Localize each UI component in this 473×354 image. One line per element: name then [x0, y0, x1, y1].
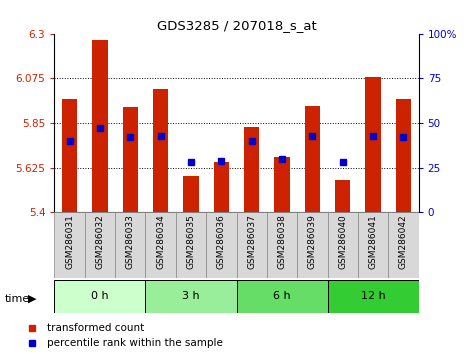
- Bar: [305, 106, 320, 212]
- Bar: [267, 212, 297, 278]
- Bar: [153, 89, 168, 212]
- Text: GSM286042: GSM286042: [399, 215, 408, 269]
- Bar: [396, 99, 411, 212]
- Text: GSM286041: GSM286041: [368, 215, 377, 269]
- Bar: [176, 212, 206, 278]
- Text: GSM286034: GSM286034: [156, 215, 165, 269]
- Bar: [388, 212, 419, 278]
- Bar: [327, 280, 419, 313]
- Text: GSM286033: GSM286033: [126, 215, 135, 269]
- Bar: [184, 176, 199, 212]
- Bar: [327, 212, 358, 278]
- Bar: [206, 212, 236, 278]
- Bar: [123, 107, 138, 212]
- Text: 0 h: 0 h: [91, 291, 109, 302]
- Bar: [54, 280, 146, 313]
- Bar: [92, 40, 107, 212]
- Bar: [297, 212, 327, 278]
- Text: 12 h: 12 h: [361, 291, 385, 302]
- Text: 3 h: 3 h: [182, 291, 200, 302]
- Bar: [366, 77, 381, 212]
- Text: ▶: ▶: [28, 294, 36, 304]
- Text: transformed count: transformed count: [47, 322, 144, 332]
- Bar: [236, 212, 267, 278]
- Text: 6 h: 6 h: [273, 291, 291, 302]
- Text: GSM286037: GSM286037: [247, 215, 256, 269]
- Text: GSM286032: GSM286032: [96, 215, 105, 269]
- Text: GSM286038: GSM286038: [278, 215, 287, 269]
- Bar: [54, 212, 85, 278]
- Text: GSM286040: GSM286040: [338, 215, 347, 269]
- Bar: [85, 212, 115, 278]
- Text: time: time: [5, 294, 30, 304]
- Text: GSM286036: GSM286036: [217, 215, 226, 269]
- Bar: [335, 179, 350, 212]
- Text: GSM286039: GSM286039: [308, 215, 317, 269]
- Bar: [244, 127, 259, 212]
- Bar: [358, 212, 388, 278]
- Bar: [115, 212, 146, 278]
- Title: GDS3285 / 207018_s_at: GDS3285 / 207018_s_at: [157, 19, 316, 33]
- Bar: [145, 280, 236, 313]
- Bar: [145, 212, 176, 278]
- Bar: [274, 157, 289, 212]
- Text: GSM286035: GSM286035: [186, 215, 195, 269]
- Text: GSM286031: GSM286031: [65, 215, 74, 269]
- Bar: [214, 162, 229, 212]
- Bar: [62, 99, 77, 212]
- Bar: [236, 280, 327, 313]
- Text: percentile rank within the sample: percentile rank within the sample: [47, 338, 223, 348]
